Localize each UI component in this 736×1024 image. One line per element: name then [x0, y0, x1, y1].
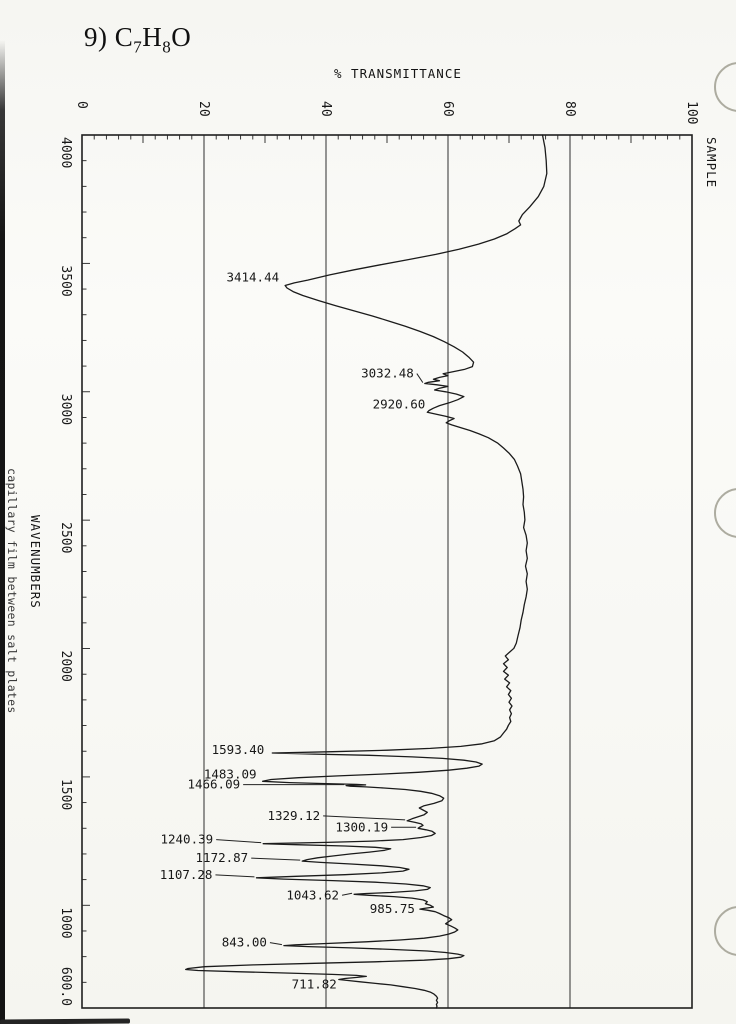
svg-text:3500: 3500	[58, 265, 73, 296]
svg-text:1240.39: 1240.39	[160, 832, 213, 847]
capillary-film-note: capillary film between salt plates	[5, 468, 19, 714]
svg-text:100: 100	[684, 101, 699, 124]
transmittance-axis-title: % TRANSMITTANCE	[334, 66, 462, 81]
formula-c: C	[114, 22, 134, 52]
formula-h: H	[142, 22, 163, 52]
problem-number: 9)	[84, 22, 108, 52]
page-title: 9) C7H8O	[84, 22, 191, 57]
svg-text:711.82: 711.82	[292, 976, 337, 991]
svg-text:3414.44: 3414.44	[226, 269, 279, 284]
svg-text:2000: 2000	[58, 651, 73, 682]
svg-text:600.0: 600.0	[58, 967, 73, 1006]
svg-text:1483.09: 1483.09	[204, 766, 257, 781]
svg-text:4000: 4000	[58, 137, 73, 168]
svg-text:1107.28: 1107.28	[160, 867, 213, 882]
sample-axis-label: SAMPLE	[704, 137, 719, 189]
svg-text:1466.09: 1466.09	[187, 777, 240, 792]
formula-h-subscript: 8	[162, 37, 172, 57]
formula-c-subscript: 7	[133, 37, 143, 57]
svg-text:1329.12: 1329.12	[267, 808, 320, 823]
wavenumbers-axis-label: WAVENUMBERS	[28, 515, 43, 609]
svg-text:3032.48: 3032.48	[361, 366, 414, 381]
scan-edge-shadow	[0, 40, 5, 1024]
svg-text:843.00: 843.00	[222, 935, 267, 950]
svg-text:1172.87: 1172.87	[196, 850, 249, 865]
svg-text:1300.19: 1300.19	[335, 819, 388, 834]
svg-text:985.75: 985.75	[370, 901, 415, 916]
svg-text:2920.60: 2920.60	[373, 396, 426, 411]
formula-o: O	[171, 22, 192, 52]
bottom-edge-smudge	[0, 1018, 131, 1024]
svg-text:1500: 1500	[58, 779, 73, 810]
svg-text:3000: 3000	[58, 394, 73, 425]
svg-text:80: 80	[562, 101, 577, 117]
chemical-formula: C7H8O	[114, 22, 192, 56]
svg-text:1593.40: 1593.40	[212, 742, 265, 757]
svg-text:20: 20	[196, 101, 211, 117]
svg-text:2500: 2500	[58, 522, 73, 553]
svg-text:60: 60	[440, 101, 455, 117]
svg-text:0: 0	[74, 101, 89, 109]
svg-text:1043.62: 1043.62	[286, 887, 339, 902]
svg-text:1000: 1000	[58, 907, 73, 938]
svg-text:40: 40	[318, 101, 333, 117]
